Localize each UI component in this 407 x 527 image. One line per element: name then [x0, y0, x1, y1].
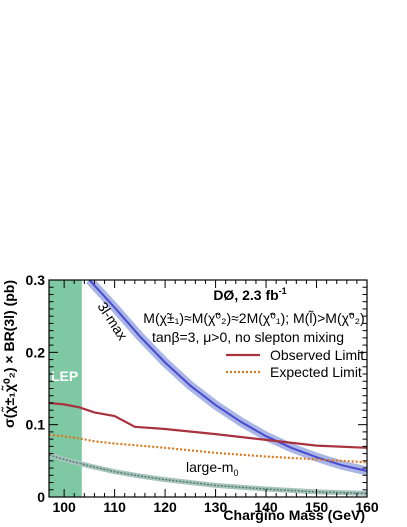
plot-curves	[49, 280, 367, 496]
x-axis-title: Chargino Mass (GeV)	[223, 507, 365, 523]
large-m0-line	[49, 454, 367, 495]
legend-observed-label: Observed Limit	[270, 347, 364, 363]
observed-limit-line	[49, 401, 367, 449]
legend-expected-label: Expected Limit	[270, 364, 362, 380]
x-tick-label: 150	[305, 499, 329, 515]
axis-ticks: 100 110 120 130 140 150 160 0 0.1 0.2 0.3	[26, 272, 379, 515]
three-l-max-line	[88, 280, 367, 472]
parameter-annotation: tanβ=3, μ>0, no slepton mixing	[152, 329, 344, 345]
x-tick-label: 110	[103, 499, 126, 515]
y-tick-label: 0.1	[26, 417, 46, 433]
y-axis-title: σ(χ̃±₁χ̃⁰₂) × BR(3l) (pb)	[0, 280, 17, 428]
large-m0-curve-label: large-m0	[186, 459, 238, 478]
x-tick-label: 160	[355, 499, 379, 515]
y-tick-label: 0.3	[26, 272, 46, 288]
x-tick-label: 120	[153, 499, 177, 515]
y-tick-label: 0.2	[26, 344, 46, 360]
chart-title: DØ, 2.3 fb-1	[213, 286, 286, 303]
x-tick-label: 130	[204, 499, 228, 515]
x-tick-label: 100	[52, 499, 76, 515]
lep-label: LEP	[51, 368, 78, 384]
mass-relation-annotation: M(χ̃±₁)≈M(χ̃⁰₂)≈2M(χ̃⁰₁); M(l̃)>M(χ̃⁰₂)	[143, 309, 364, 326]
x-tick-label: 140	[254, 499, 278, 515]
y-tick-label: 0	[37, 489, 45, 505]
clipped-curves	[49, 280, 367, 496]
